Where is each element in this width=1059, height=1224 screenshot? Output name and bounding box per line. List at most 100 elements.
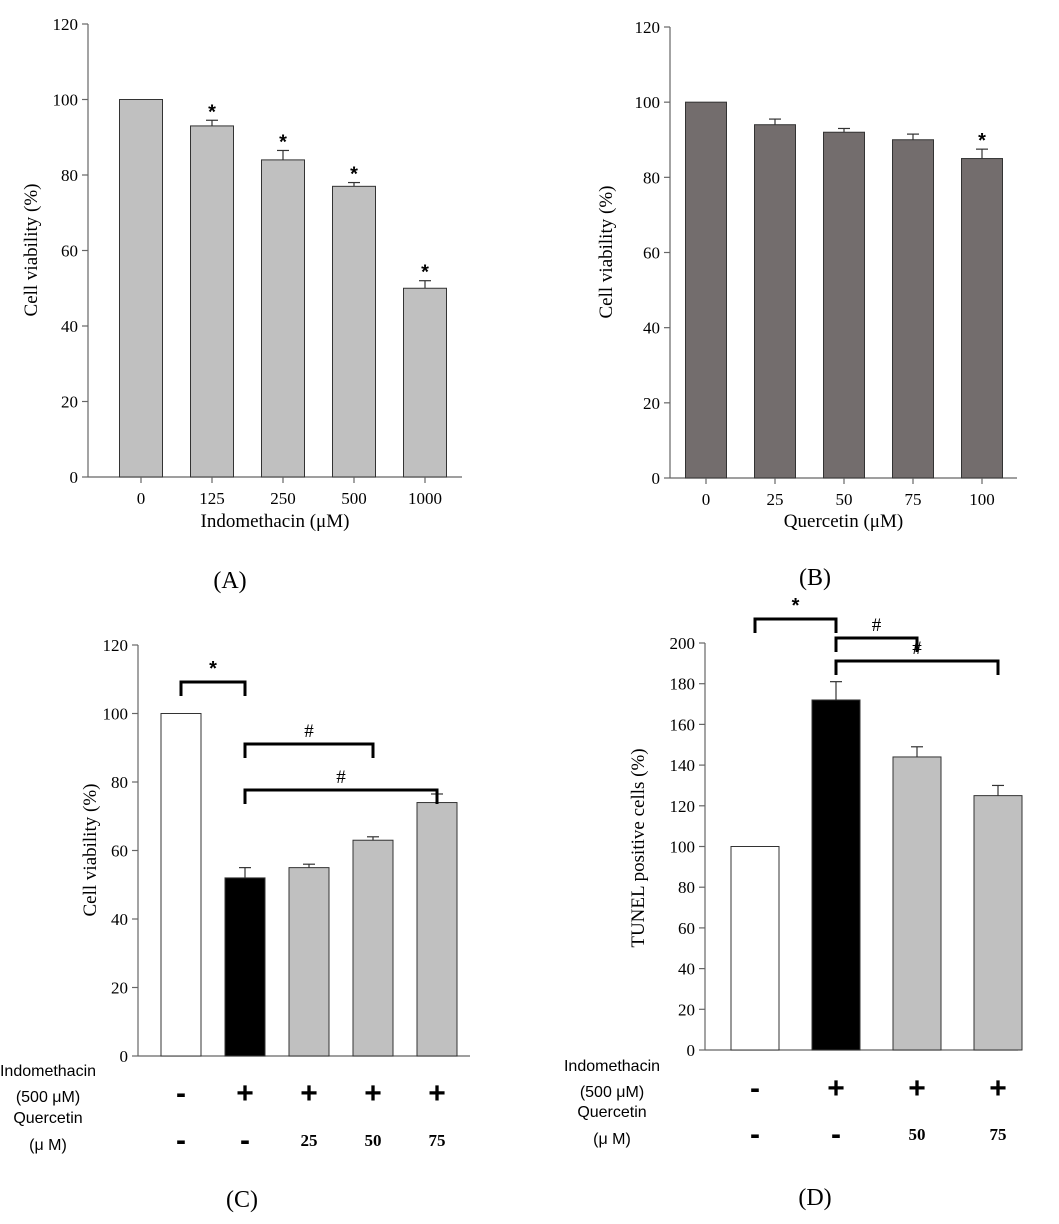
dose-label: 75 (429, 1131, 446, 1150)
bracket-symbol: * (792, 595, 800, 617)
row-label-quercetin-unit: (μ M) (593, 1131, 631, 1148)
chart-panel-4: 0 20 40 60 80 100 120 140 160 180 200 TUNEL positiv… (564, 595, 1023, 1211)
significance-bracket (834, 636, 919, 652)
y-tick-label: 40 (111, 910, 128, 929)
bar (730, 846, 780, 1051)
y-tick-label: 40 (61, 317, 78, 336)
y-tick-label: 40 (643, 319, 660, 338)
x-tick-label: 1000 (408, 489, 442, 508)
y-tick-label: 20 (111, 979, 128, 998)
y-tick-label: 0 (120, 1047, 129, 1066)
x-tick-label: 25 (767, 490, 784, 509)
treatment-sign: - (176, 1124, 186, 1157)
y-tick-label: 0 (652, 469, 661, 488)
row-label-indomethacin: Indomethacin (564, 1058, 660, 1075)
bar (224, 877, 266, 1057)
significance-mark: * (421, 262, 429, 284)
dose-label: 50 (365, 1131, 382, 1150)
y-tick-label: 80 (61, 166, 78, 185)
x-tick-label: 50 (836, 490, 853, 509)
significance-mark: * (350, 164, 358, 186)
y-tick-label: 200 (670, 634, 696, 653)
bar (973, 795, 1023, 1051)
y-tick-label: 100 (103, 705, 129, 724)
y-tick-label: 20 (61, 393, 78, 412)
y-tick-label: 60 (111, 842, 128, 861)
x-tick-label: 500 (341, 489, 367, 508)
panel-label: (B) (799, 565, 831, 591)
x-tick-label: 100 (969, 490, 995, 509)
bar (811, 699, 861, 1051)
y-tick-label: 180 (670, 675, 696, 694)
significance-bracket (753, 617, 838, 633)
y-tick-label: 80 (678, 878, 695, 897)
row-label-indomethacin-dose: (500 μM) (16, 1089, 80, 1106)
y-axis-title: Cell viability (%) (21, 184, 42, 317)
treatment-sign: - (831, 1118, 841, 1151)
treatment-sign: + (300, 1077, 318, 1110)
y-tick-label: 60 (678, 919, 695, 938)
panel-label: (C) (226, 1187, 258, 1213)
row-label-quercetin: Quercetin (577, 1104, 646, 1121)
bar (190, 125, 234, 478)
panel-label: (A) (213, 568, 246, 594)
row-label-quercetin: Quercetin (13, 1110, 82, 1127)
significance-mark: * (279, 131, 287, 153)
y-tick-label: 120 (103, 636, 129, 655)
bar (892, 756, 942, 1051)
x-tick-label: 0 (137, 489, 146, 508)
treatment-sign: - (750, 1118, 760, 1151)
y-tick-label: 120 (670, 797, 696, 816)
significance-bracket (179, 680, 247, 696)
significance-bracket (243, 788, 439, 804)
y-tick-label: 100 (635, 93, 661, 112)
x-tick-label: 0 (702, 490, 711, 509)
treatment-sign: + (236, 1077, 254, 1110)
y-tick-label: 60 (61, 242, 78, 261)
y-tick-label: 80 (643, 168, 660, 187)
treatment-sign: - (750, 1072, 760, 1105)
bar (403, 287, 447, 478)
bracket-symbol: # (336, 767, 346, 788)
significance-bracket (834, 659, 1000, 675)
treatment-sign: + (989, 1072, 1007, 1105)
significance-mark: * (208, 101, 216, 123)
treatment-sign: + (908, 1072, 926, 1105)
panel-label: (D) (798, 1185, 831, 1211)
bar (961, 158, 1003, 479)
chart-panel-3: 0 20 40 60 80 100 120 Cell viability (%) Indomet… (0, 636, 470, 1213)
x-axis-title: Indomethacin (μM) (201, 511, 350, 532)
y-tick-label: 140 (670, 756, 696, 775)
treatment-sign: + (364, 1077, 382, 1110)
treatment-sign: + (428, 1077, 446, 1110)
row-label-indomethacin: Indomethacin (0, 1063, 96, 1080)
significance-mark: * (978, 130, 986, 152)
bar (685, 101, 727, 479)
bar (119, 99, 163, 478)
bar (892, 139, 934, 479)
bar (416, 802, 458, 1057)
dose-label: 50 (909, 1125, 926, 1144)
y-tick-label: 80 (111, 773, 128, 792)
y-tick-label: 100 (53, 91, 79, 110)
bracket-symbol: * (209, 658, 217, 680)
y-tick-label: 0 (687, 1041, 696, 1060)
treatment-sign: + (827, 1072, 845, 1105)
bracket-symbol: # (912, 638, 922, 659)
x-tick-label: 250 (270, 489, 296, 508)
y-tick-label: 20 (643, 394, 660, 413)
dose-label: 25 (301, 1131, 318, 1150)
chart-panel-2: 0 20 40 60 80 100 120 * 0 25 50 75 100 Quercetin (μM)… (596, 18, 1017, 591)
row-label-indomethacin-dose: (500 μM) (580, 1084, 644, 1101)
y-tick-label: 120 (635, 18, 661, 37)
chart-panel-1: 0 20 40 60 80 100 120 * * * * 0 125 250 500 1000 Indomet… (21, 15, 462, 594)
bar (332, 185, 376, 478)
bracket-symbol: # (872, 615, 882, 636)
y-tick-label: 0 (70, 468, 79, 487)
dose-label: 75 (990, 1125, 1007, 1144)
treatment-sign: - (240, 1124, 250, 1157)
bar (823, 131, 865, 479)
treatment-sign: - (176, 1077, 186, 1110)
x-axis-title: Quercetin (μM) (784, 511, 903, 532)
